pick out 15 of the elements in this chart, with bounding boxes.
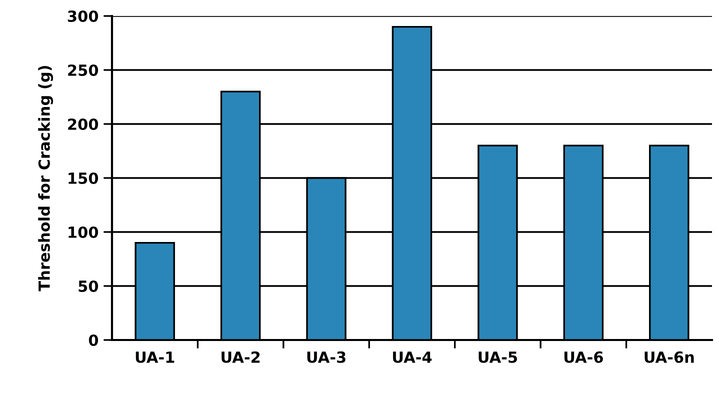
y-axis-title: Threshold for Cracking (g)	[38, 66, 54, 292]
x-tick-label: UA-1	[136, 352, 174, 363]
y-tick-label: 100	[68, 226, 98, 238]
x-tick-label: UA-3	[307, 351, 346, 363]
y-tick-label: 0	[88, 334, 98, 346]
y-tick-label: 250	[68, 64, 98, 76]
y-tick-label: 200	[68, 118, 98, 130]
x-tick-label: UA-2	[222, 351, 260, 363]
y-tick-label: 50	[78, 280, 98, 292]
x-tick-label: UA-4	[393, 352, 432, 363]
x-tick-label: UA-5	[478, 352, 518, 363]
x-tick-label: UA-6	[564, 351, 603, 363]
y-tick-label: 300	[68, 10, 98, 22]
y-tick-label: 150	[68, 172, 98, 184]
x-tick-label: UA-6n	[644, 351, 694, 363]
